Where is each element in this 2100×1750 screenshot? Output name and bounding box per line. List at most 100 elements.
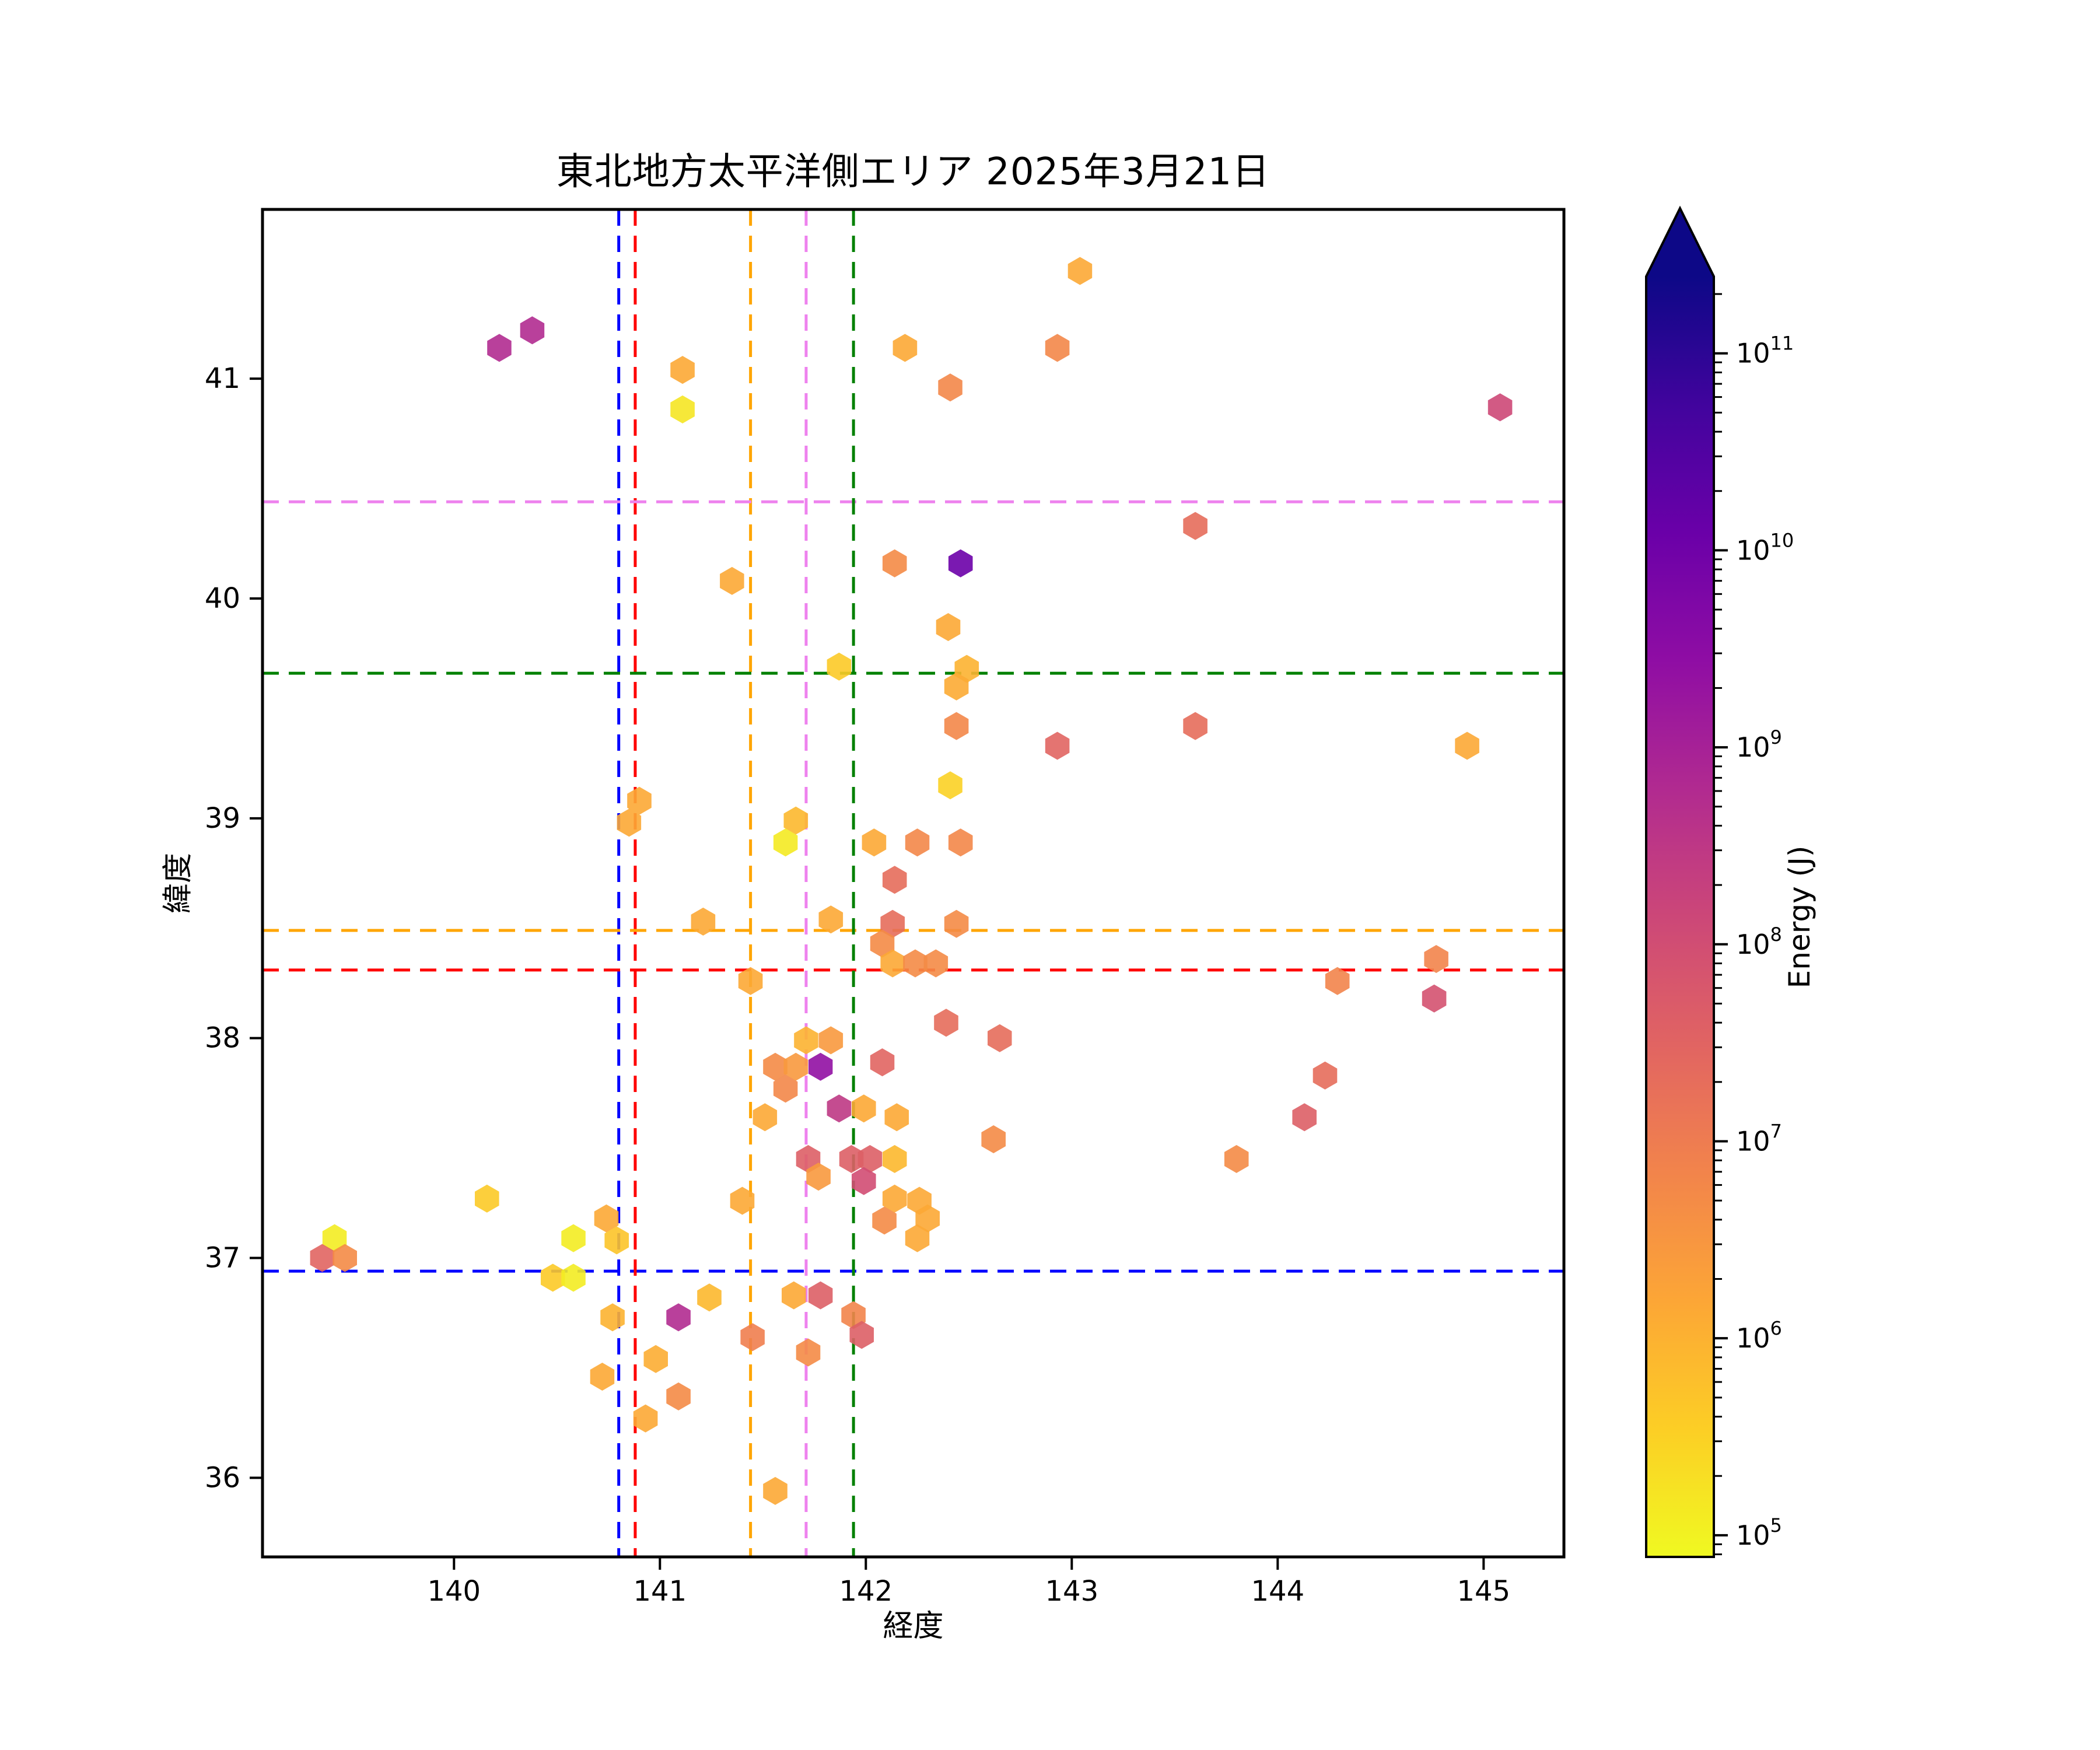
colorbar-tick-label: 108 (1736, 923, 1782, 960)
hexbin-marker (880, 949, 905, 978)
chart-title: 東北地方太平洋側エリア 2025年3月21日 (556, 150, 1270, 194)
hexbin-marker (903, 949, 928, 978)
hexbin-marker (934, 1009, 958, 1037)
hexbin-marker (882, 1144, 907, 1173)
hexbin-marker (841, 1301, 866, 1329)
hexbin-marker (806, 1163, 831, 1191)
hexbin-marker (884, 1103, 909, 1132)
hexbin-marker (310, 1244, 335, 1272)
hexbin-marker (905, 828, 930, 857)
hexbin-marker (1045, 334, 1070, 362)
hexbin-marker (643, 1345, 668, 1373)
hexbin-marker (818, 905, 844, 934)
hexbin-marker (948, 549, 973, 578)
hexbin-marker (1422, 984, 1447, 1013)
hexbin-marker (882, 549, 907, 578)
hexbin-marker (666, 1303, 691, 1332)
hexbin-marker (1312, 1061, 1338, 1090)
hexbin-marker (882, 866, 907, 894)
y-tick-label: 41 (205, 362, 240, 395)
colorbar-tick-label: 107 (1736, 1120, 1782, 1157)
hexbin-marker (475, 1184, 499, 1213)
hexbin-marker (905, 1224, 930, 1252)
hexbin-marker (827, 1094, 852, 1123)
hexbin-marker (1325, 967, 1350, 995)
hexbin-marker (1455, 732, 1479, 760)
hexbin-marker (923, 949, 949, 978)
hexbin-marker (936, 613, 961, 641)
x-tick-label: 145 (1457, 1575, 1511, 1608)
y-tick-label: 40 (205, 582, 240, 615)
colorbar-arrow (1646, 208, 1714, 276)
colorbar-tick-label: 1011 (1736, 332, 1794, 369)
colorbar-tick-label: 1010 (1736, 529, 1794, 566)
hexbin-marker (561, 1224, 586, 1252)
colorbar: 105 106 107 108 109 1010 1011 (1645, 205, 1794, 1558)
reference-lines (262, 209, 1564, 1557)
hexbin-marker (487, 334, 512, 362)
hexbin-marker (720, 566, 744, 595)
x-tick-label: 140 (427, 1575, 481, 1608)
hexbin-marker (818, 1026, 844, 1055)
x-tick-label: 143 (1045, 1575, 1099, 1608)
hexbin-marker (858, 1144, 883, 1173)
hexbin-marker (862, 828, 887, 857)
colorbar-tick-label: 106 (1736, 1317, 1782, 1354)
hexbin-marker (839, 1144, 864, 1173)
hexbin-marker (948, 828, 973, 857)
hexbin-marker (691, 907, 716, 936)
hexbin-marker (1045, 732, 1070, 760)
hexbin-marker (594, 1204, 619, 1233)
hexbin-marker (561, 1264, 586, 1292)
hexbin-marker (981, 1125, 1006, 1153)
hexbin-marker (670, 356, 695, 384)
hexbin-marker (1424, 945, 1448, 973)
hexbin-marker (773, 1074, 798, 1103)
hexbin-marker (882, 1184, 907, 1213)
hexbin-marker (322, 1224, 347, 1252)
hexbin-marker (915, 1204, 940, 1233)
x-axis-label: 経度 (883, 1609, 944, 1644)
hexbin-marker (738, 967, 763, 995)
colorbar-tick-label: 105 (1736, 1514, 1782, 1551)
hexbin-marker (870, 929, 895, 958)
hexbin-marker (730, 1186, 755, 1215)
hexbin-marker (666, 1382, 691, 1410)
axes-frame (261, 208, 1566, 1559)
hexbin-marker (870, 1048, 895, 1077)
hexbin-marker (520, 316, 545, 345)
hexbin-marker (783, 1052, 808, 1081)
hexbin-marker (944, 672, 969, 701)
hexbin-marker (633, 1404, 658, 1433)
hexbin-marker (944, 712, 969, 740)
hexbin-marker (1068, 257, 1093, 285)
hexbin-marker (892, 334, 918, 362)
hexbin-marker (783, 806, 808, 835)
hexbin-marker (590, 1363, 615, 1391)
x-tick-label: 141 (633, 1575, 687, 1608)
hexbin-marker (1292, 1103, 1317, 1132)
hexbin-marker (541, 1264, 565, 1292)
colorbar-outline (1645, 205, 1715, 1558)
hexbin-marker (827, 652, 852, 681)
hexbin-marker (944, 909, 969, 938)
y-tick-label: 39 (205, 802, 240, 835)
hexbin-marker (808, 1281, 833, 1310)
x-axis: 140 141 142 143 144 145 (427, 1557, 1510, 1608)
hexbin-marker (782, 1281, 806, 1310)
hexbin-marker (849, 1321, 874, 1349)
hexbin-marker (852, 1167, 876, 1195)
data-points (310, 257, 1513, 1505)
hexbin-marker (332, 1244, 357, 1272)
hexbin-marker (763, 1476, 788, 1505)
hexbin-marker (617, 808, 642, 837)
hexbin-marker (600, 1303, 625, 1332)
colorbar-tick-label: 109 (1736, 726, 1782, 763)
hexbin-marker (880, 909, 905, 938)
hexbin-marker (604, 1226, 629, 1255)
y-tick-label: 37 (205, 1242, 240, 1275)
y-tick-label: 38 (205, 1022, 240, 1055)
hexbin-marker (773, 828, 798, 857)
